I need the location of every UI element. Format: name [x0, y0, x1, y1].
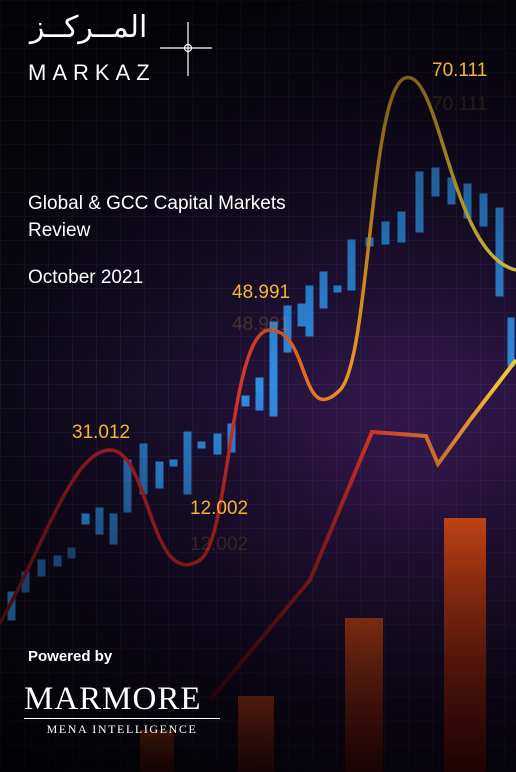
marmore-tagline: MENA INTELLIGENCE [46, 722, 198, 736]
marmore-logo: MARMORE MENA INTELLIGENCE [24, 682, 220, 737]
logo-crosshair-icon [160, 22, 212, 76]
report-title-line-1: Global & GCC Capital Markets [28, 193, 286, 214]
markaz-logo: MARKAZ [28, 60, 156, 85]
marmore-wordmark: MARMORE [24, 681, 202, 717]
chart-value-label: 70.111 [432, 60, 488, 81]
report-title-line-2: Review [28, 220, 91, 241]
chart-value-label: 12.002 [190, 498, 249, 519]
report-date: October 2021 [28, 267, 144, 288]
powered-by-label: Powered by [28, 648, 113, 665]
marmore-divider [24, 718, 220, 719]
chart-value-label: 48.991 [232, 282, 291, 303]
report-title: Global & GCC Capital Markets Review [28, 190, 286, 244]
markaz-arabic-logo: المــركــز [30, 10, 148, 45]
chart-value-label: 31.012 [72, 422, 131, 443]
